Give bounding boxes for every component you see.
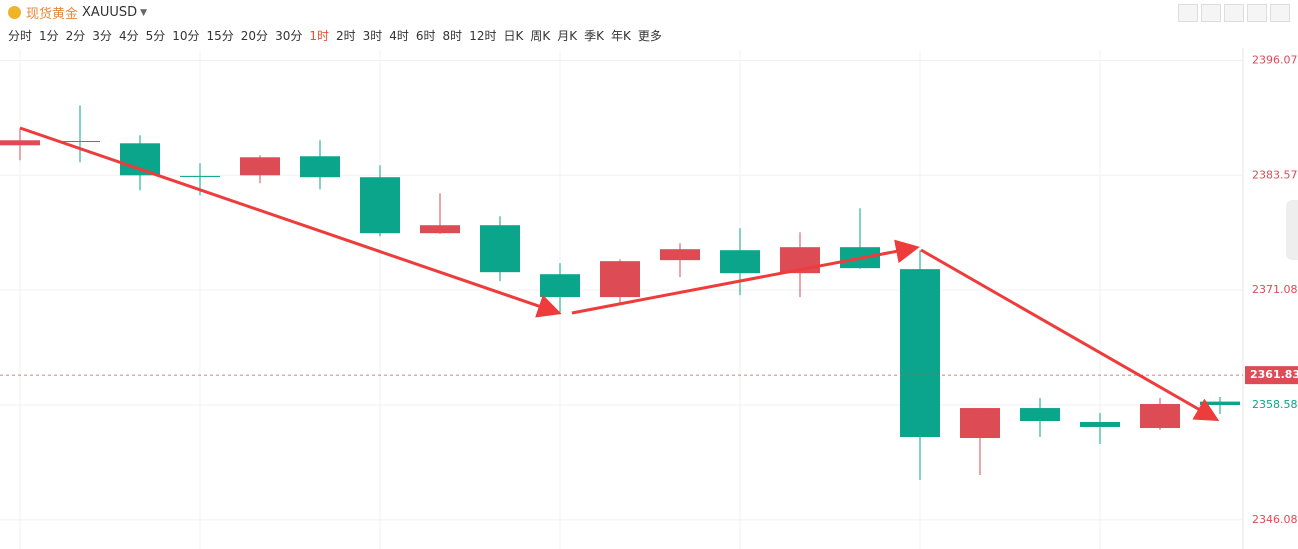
y-tick-label: 2371.08 [1252, 283, 1298, 296]
candle-body [600, 261, 640, 298]
period-tab[interactable]: 年K [610, 29, 631, 43]
period-tab[interactable]: 20分 [240, 29, 269, 43]
period-tab[interactable]: 5分 [145, 29, 166, 43]
period-tab[interactable]: 更多 [637, 29, 662, 43]
period-tabs: 分时 1分 2分 3分 4分 5分 10分 15分 20分 30分 1时 2时 3时 4时 6时 8时 12时日… [8, 27, 669, 44]
close-button[interactable] [1270, 4, 1290, 22]
candle-body [1020, 408, 1060, 422]
candle-body [1140, 403, 1180, 428]
last-price-label: 2361.83 [1250, 368, 1298, 381]
period-tab[interactable]: 12时 [469, 29, 497, 43]
period-tab[interactable]: 周K [530, 29, 551, 43]
candle-body [1200, 401, 1240, 406]
period-tab[interactable]: 15分 [206, 29, 234, 43]
candle-body [540, 274, 580, 298]
period-tab[interactable]: 3时 [362, 29, 383, 43]
period-tab[interactable]: 10分 [172, 29, 200, 43]
candle-body [240, 157, 280, 176]
period-tab[interactable]: 4分 [118, 29, 139, 43]
candle-body [300, 156, 340, 178]
instrument-name: 现货黄金 [26, 7, 79, 22]
y-tick-label: 2358.58 [1252, 398, 1298, 411]
candle-body [1080, 422, 1120, 427]
candle-body [0, 140, 40, 146]
period-tab[interactable]: 2时 [335, 29, 356, 43]
candle-body [720, 250, 760, 274]
tool-buttons [1175, 4, 1290, 22]
period-tab[interactable]: 季K [584, 29, 604, 43]
last-price-box [1245, 366, 1298, 385]
period-tab[interactable]: 3分 [92, 29, 112, 43]
toolbar: 现货黄金 XAUUSD ▼ 分时 1分 2分 3分 4分 5分 10分 15分 20分 30分 1时… [0, 0, 1298, 48]
y-tick-label: 2396.07 [1252, 53, 1298, 66]
trend-arrow [19, 126, 562, 318]
trend-arrow [571, 239, 920, 315]
candle-body [960, 408, 1000, 439]
period-tab[interactable]: 4时 [389, 29, 409, 43]
candle-tool[interactable] [1224, 4, 1244, 22]
period-tab[interactable]: 6时 [415, 29, 436, 43]
y-tick-label: 2346.08 [1252, 513, 1298, 526]
symbol-selector[interactable]: 现货黄金 XAUUSD ▼ [8, 3, 147, 22]
candle-body [360, 177, 400, 234]
plot-area: 2346.08 2358.58 2371.08 2383.57 2396.07 2361.… [0, 50, 1298, 549]
period-tab[interactable]: 30分 [275, 29, 303, 43]
line-tool[interactable] [1178, 4, 1198, 22]
gold-icon [8, 6, 21, 19]
trend-arrow [920, 248, 1220, 421]
symbol: XAUUSD [82, 5, 138, 20]
candle-body [180, 175, 220, 177]
y-tick-label: 2383.57 [1252, 168, 1298, 181]
draw-tool[interactable] [1201, 4, 1221, 22]
candle-body [660, 249, 700, 261]
candle-body [60, 141, 100, 143]
dropdown-caret: ▼ [140, 7, 148, 18]
period-tab[interactable]: 月K [557, 29, 578, 43]
candle-body [900, 269, 940, 437]
trend-arrows [19, 126, 1220, 421]
period-tab[interactable]: 分时 [8, 29, 33, 43]
side-panel-toggle[interactable] [1286, 200, 1298, 260]
period-tab[interactable]: 8时 [442, 29, 463, 43]
period-tab[interactable]: 1分 [39, 29, 59, 43]
period-tab[interactable]: 日K [503, 29, 524, 43]
period-tab[interactable]: 2分 [65, 29, 86, 43]
period-tab[interactable]: 1时 [309, 29, 329, 43]
candle-body [480, 225, 520, 273]
candle-body [420, 225, 460, 234]
expand-button[interactable] [1247, 4, 1267, 22]
